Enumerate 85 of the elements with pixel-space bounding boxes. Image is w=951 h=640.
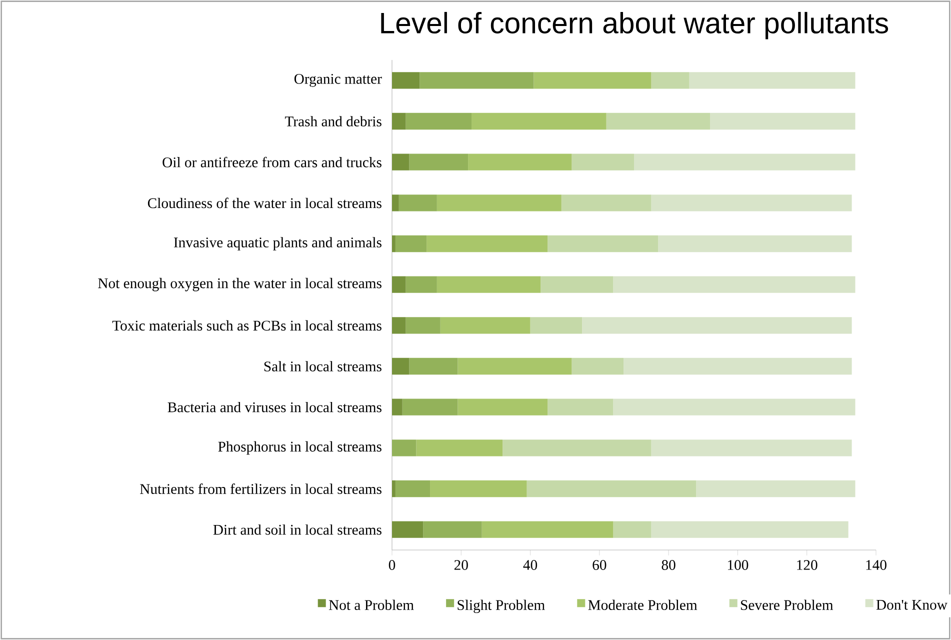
legend-label: Not a Problem bbox=[328, 600, 414, 610]
bar bbox=[526, 480, 696, 498]
bar bbox=[710, 112, 856, 130]
bar bbox=[416, 440, 503, 456]
y-tick-label: Bacteria and viruses in local streams bbox=[168, 402, 382, 412]
bar bbox=[540, 276, 614, 293]
bar bbox=[651, 521, 848, 538]
bar bbox=[606, 112, 710, 130]
legend-label: Moderate Problem bbox=[588, 600, 698, 610]
bar bbox=[548, 398, 614, 416]
y-tick-label: Cloudiness of the water in local streams bbox=[148, 198, 382, 208]
bar bbox=[696, 480, 856, 498]
bar bbox=[482, 521, 614, 538]
x-tick-label: 60 bbox=[592, 560, 606, 570]
bar bbox=[658, 235, 852, 252]
bar bbox=[440, 317, 530, 334]
chart-title: Level of concern about water pollutants bbox=[381, 12, 888, 40]
bar bbox=[402, 398, 458, 416]
y-tick-label: Dirt and soil in local streams bbox=[213, 524, 382, 535]
x-tick-label: 120 bbox=[797, 560, 818, 570]
bar bbox=[392, 154, 410, 170]
bar bbox=[423, 521, 482, 538]
bar bbox=[561, 194, 652, 212]
bar bbox=[613, 521, 652, 538]
bar bbox=[392, 398, 402, 416]
legend-label: Don't Know bbox=[876, 600, 948, 610]
x-tick-label: 0 bbox=[388, 560, 396, 570]
legend-label: Slight Problem bbox=[458, 600, 545, 614]
y-tick-label: Toxic materials such as PCBs in local streams bbox=[112, 320, 382, 331]
bar bbox=[392, 194, 399, 212]
y-tick-label: Trash and debris bbox=[284, 116, 382, 126]
bar bbox=[392, 358, 410, 375]
x-tick-label: 80 bbox=[662, 560, 676, 570]
bar bbox=[458, 358, 572, 375]
y-tick-label: Organic matter bbox=[294, 74, 382, 87]
bar bbox=[651, 194, 852, 212]
x-tick-label: 40 bbox=[523, 560, 538, 570]
bar bbox=[392, 440, 416, 456]
bar bbox=[426, 235, 548, 252]
y-tick-label: Not enough oxygen in the water in local streams bbox=[98, 278, 382, 292]
bar bbox=[395, 480, 430, 498]
bar bbox=[472, 112, 606, 130]
y-tick-label: Salt in local streams bbox=[264, 361, 382, 372]
bar bbox=[409, 154, 468, 170]
bar bbox=[582, 317, 852, 334]
bar bbox=[392, 235, 396, 252]
bar bbox=[392, 521, 424, 538]
y-tick-label: Invasive aquatic plants and animals bbox=[174, 237, 382, 250]
bar bbox=[409, 358, 458, 375]
legend-label: Severe Problem bbox=[741, 600, 834, 610]
bar bbox=[651, 440, 852, 456]
bar bbox=[458, 398, 548, 416]
bar bbox=[572, 358, 624, 375]
bar bbox=[406, 112, 472, 130]
bar bbox=[613, 276, 856, 293]
bar bbox=[395, 235, 427, 252]
bar bbox=[534, 72, 652, 89]
bar bbox=[406, 317, 440, 334]
x-tick-label: 140 bbox=[866, 560, 886, 570]
bar bbox=[689, 72, 856, 89]
bar bbox=[613, 398, 856, 416]
bar bbox=[392, 480, 396, 498]
bar bbox=[634, 154, 856, 170]
bar bbox=[436, 276, 541, 293]
bar bbox=[530, 317, 582, 334]
bar bbox=[468, 154, 572, 170]
bar bbox=[651, 72, 690, 89]
y-tick-label: Nutrients from fertilizers in local streams bbox=[140, 484, 382, 494]
y-tick-label: Oil or antifreeze from cars and trucks bbox=[162, 156, 382, 168]
bar bbox=[436, 194, 562, 212]
bar bbox=[548, 235, 658, 252]
bar bbox=[420, 72, 534, 89]
bar bbox=[392, 112, 406, 130]
bar bbox=[398, 194, 437, 212]
bar bbox=[406, 276, 437, 293]
bar bbox=[392, 317, 406, 334]
x-tick-label: 20 bbox=[454, 560, 468, 570]
y-tick-label: Phosphorus in local streams bbox=[218, 441, 382, 455]
bar bbox=[502, 440, 652, 456]
bar bbox=[392, 276, 406, 293]
bar bbox=[572, 154, 634, 170]
bar bbox=[624, 358, 852, 375]
x-tick-label: 100 bbox=[728, 560, 748, 570]
bar bbox=[392, 72, 420, 89]
bar bbox=[430, 480, 527, 498]
